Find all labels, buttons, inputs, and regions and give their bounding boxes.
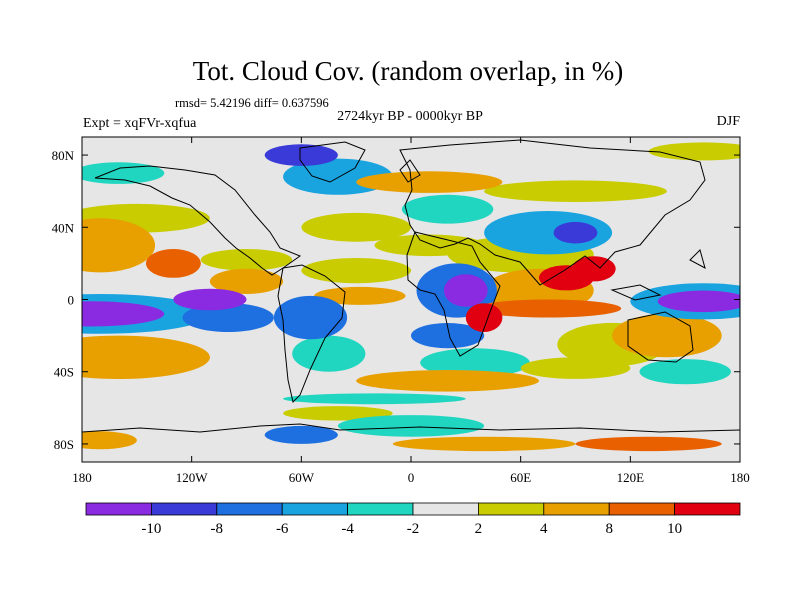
anomaly-region-0 [292, 335, 366, 372]
anomaly-region-38 [264, 144, 338, 166]
anomaly-region-8 [374, 234, 485, 257]
y-axis: 80N 40N 0 40S 80S [52, 148, 740, 452]
season-label: DJF [717, 114, 741, 129]
colorbar-swatch-3 [281, 502, 349, 516]
anomaly-region-34 [82, 431, 137, 450]
y-tick-label-4: 80S [54, 437, 74, 452]
colorbar-swatch-8 [608, 502, 676, 516]
x-tick-label-2: 60W [289, 470, 315, 485]
anomaly-region-4 [200, 248, 293, 271]
anomaly-region-9 [301, 212, 412, 242]
anomaly-region-40 [474, 299, 622, 318]
colorbar-label-1: -8 [211, 521, 224, 537]
anomaly-region-39 [146, 249, 201, 278]
anomaly-region-12 [520, 357, 631, 379]
colorbar-swatch-5 [412, 502, 479, 516]
colorbar-swatch-1 [150, 502, 218, 516]
anomaly-region-43 [82, 301, 165, 327]
greenland-coast [299, 141, 366, 183]
north-america-coast [94, 165, 302, 276]
anomaly-region-28 [356, 370, 539, 392]
eurasia-coast [399, 139, 706, 286]
anomaly-region-30 [182, 303, 274, 332]
colorbar-label-8: 10 [667, 521, 682, 537]
anomaly-region-13 [283, 406, 393, 421]
anomaly-region-44 [657, 290, 740, 313]
x-tick-label-1: 120W [176, 470, 209, 485]
map-panel: 180 120W 60W 0 60E 120E 180 80N 40N 0 40S 80S [52, 136, 750, 485]
chart-title: Tot. Cloud Cov. (random overlap, in %) [193, 56, 624, 86]
colorbar-swatch-0 [85, 502, 152, 516]
stats-label: rmsd= 5.42196 diff= 0.637596 [175, 96, 329, 110]
anomaly-region-48 [465, 303, 503, 332]
anomaly-region-1 [420, 348, 530, 378]
anomaly-region-33 [82, 335, 210, 379]
colorbar-swatch-2 [216, 502, 283, 516]
colorbar-label-6: 4 [540, 521, 548, 537]
anomaly-region-45 [173, 288, 247, 311]
colorbar-swatch-7 [543, 502, 610, 516]
anomaly-region-14 [648, 142, 740, 161]
y-tick-label-1: 40N [52, 220, 75, 235]
anomaly-region-31 [273, 295, 348, 340]
australia-coast [627, 311, 694, 363]
coastlines [82, 139, 740, 433]
y-tick-label-3: 40S [54, 365, 74, 380]
anomaly-region-35 [392, 436, 576, 452]
y-tick-label-2: 0 [68, 293, 75, 308]
colorbar: -10 -8 -6 -4 -2 2 4 8 10 [85, 502, 741, 537]
colorbar-label-5: 2 [475, 521, 483, 537]
colorbar-label-4: -2 [407, 521, 420, 537]
anomaly-field [82, 142, 740, 452]
south-america-coast [277, 264, 346, 403]
colorbar-label-2: -6 [276, 521, 289, 537]
colorbar-label-3: -4 [341, 521, 354, 537]
anomaly-region-18 [484, 211, 613, 255]
africa-coast [406, 231, 501, 357]
x-tick-label-6: 180 [730, 470, 750, 485]
anomaly-region-32 [411, 323, 485, 349]
colorbar-swatch-4 [347, 502, 414, 516]
islands-coast [399, 159, 706, 301]
y-tick-label-0: 80N [52, 148, 75, 163]
anomaly-region-20 [612, 313, 722, 358]
experiment-label: Expt = xqFVr-xqfua [83, 116, 197, 131]
colorbar-label-0: -10 [141, 521, 161, 537]
anomaly-region-41 [575, 436, 722, 452]
antarctica-coast [82, 423, 740, 433]
colorbar-swatch-6 [477, 502, 545, 516]
subtitle-label: 2724kyr BP - 0000kyr BP [337, 109, 483, 124]
x-tick-label-4: 60E [510, 470, 531, 485]
x-axis: 180 120W 60W 0 60E 120E 180 [72, 137, 750, 485]
anomaly-region-37 [553, 221, 598, 244]
anomaly-region-15 [401, 194, 494, 224]
anomaly-region-3 [639, 359, 731, 385]
anomaly-region-25 [314, 286, 406, 305]
x-tick-label-5: 120E [617, 470, 645, 485]
anomaly-region-10 [484, 180, 667, 202]
anomaly-region-24 [209, 268, 284, 294]
anomaly-region-23 [82, 218, 156, 273]
anomaly-region-17 [337, 415, 485, 437]
anomaly-region-42 [443, 274, 488, 307]
anomaly-region-5 [301, 258, 412, 284]
x-tick-label-0: 180 [72, 470, 92, 485]
colorbar-label-7: 8 [605, 521, 613, 537]
anomaly-region-2 [82, 162, 165, 184]
anomaly-region-36 [264, 425, 338, 444]
anomaly-region-27 [356, 171, 503, 193]
x-tick-label-3: 0 [408, 470, 415, 485]
anomaly-region-16 [283, 393, 466, 405]
colorbar-swatch-9 [674, 502, 741, 516]
